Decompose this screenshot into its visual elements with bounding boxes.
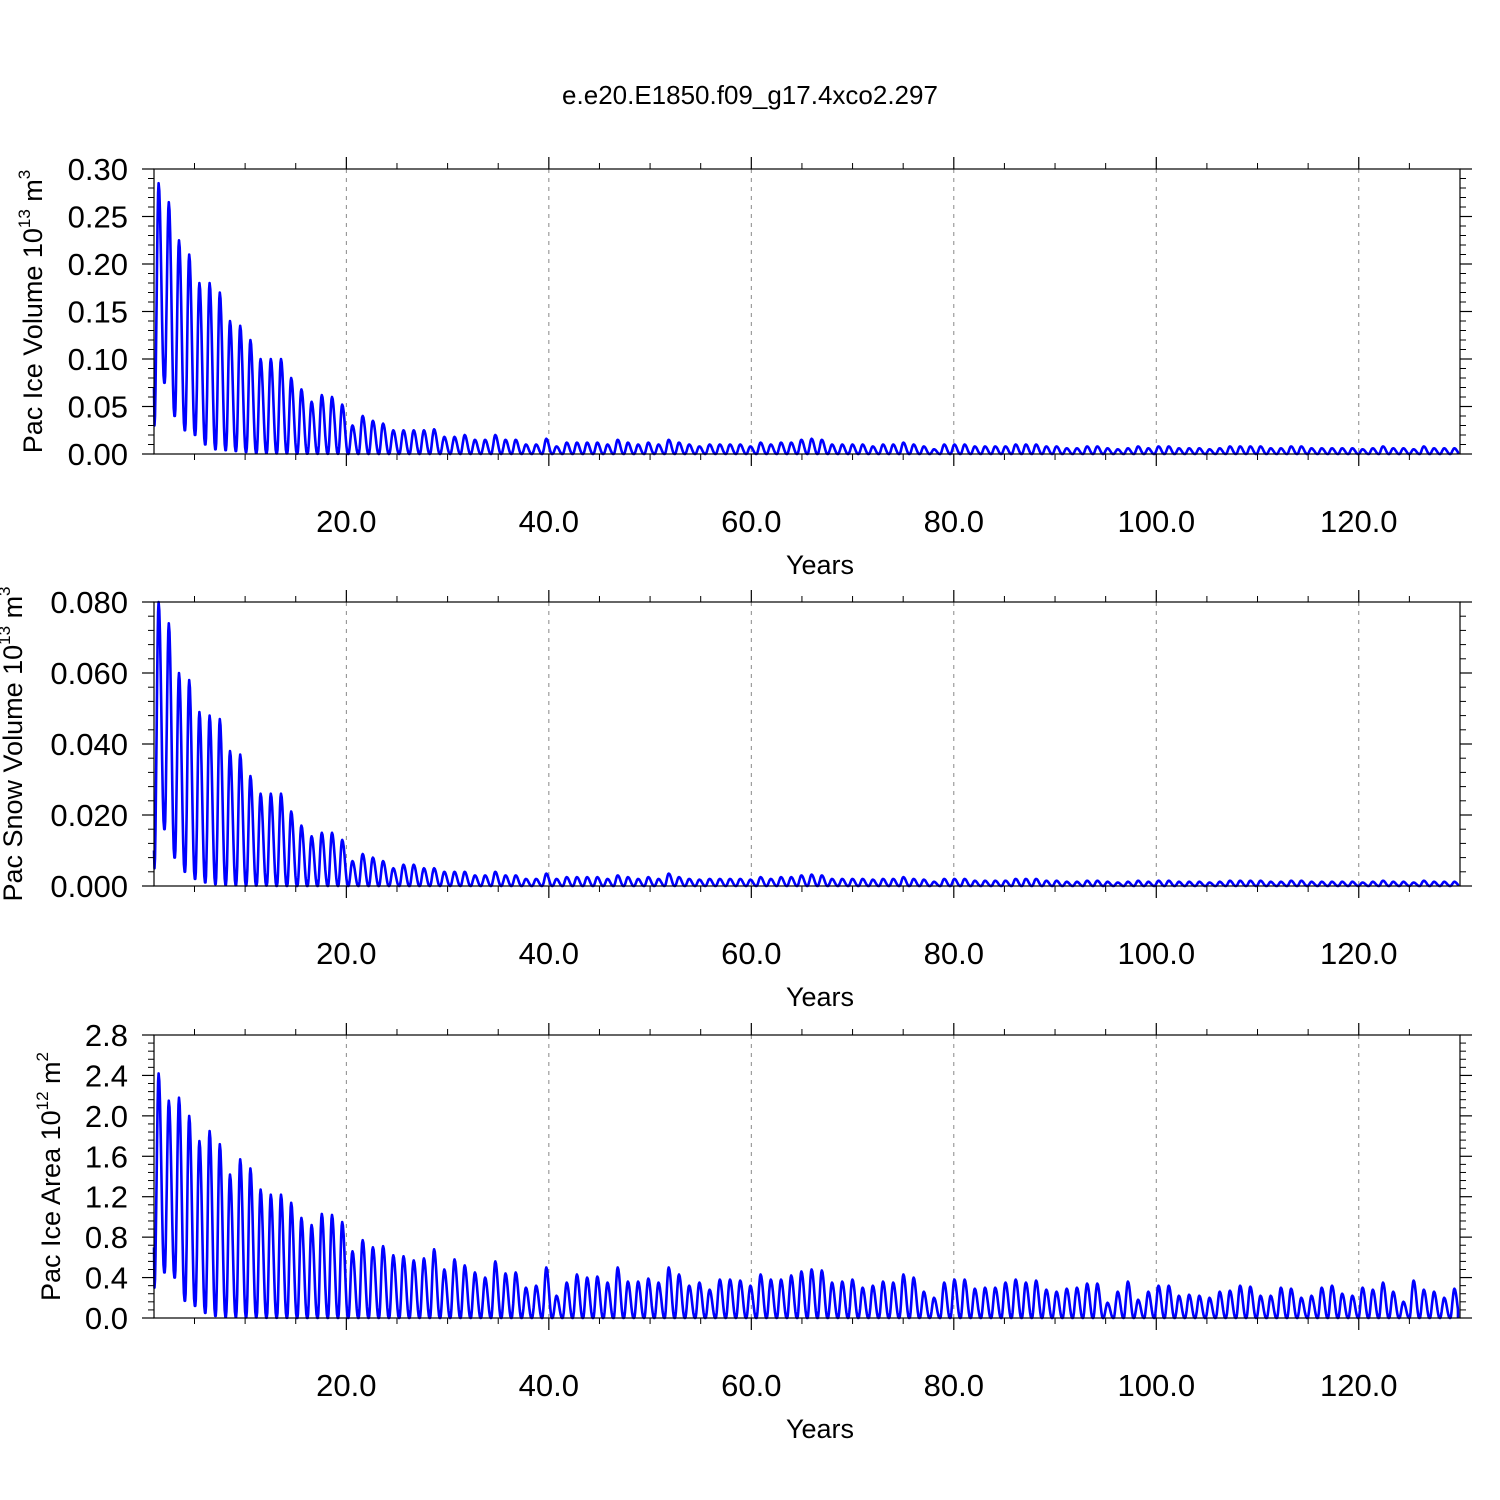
panel-3-plot-frame [153, 1034, 1461, 1319]
panel-1-ytick-label: 0.20 [68, 247, 128, 282]
panel-2-xtick-label: 120.0 [1320, 936, 1398, 971]
panel-3-ytick-label: 0.0 [85, 1301, 128, 1336]
panel-3-ytick-label: 2.0 [85, 1099, 128, 1134]
panel-1-xtick-label: 60.0 [721, 504, 781, 539]
panel-3-ytick-label: 2.8 [85, 1018, 128, 1053]
panel-3-xtick-label: 120.0 [1320, 1368, 1398, 1403]
panel-1-series-line [152, 181, 1460, 456]
chart-title: e.e20.E1850.f09_g17.4xco2.297 [562, 80, 938, 110]
panel-2-xtick-label: 40.0 [519, 936, 579, 971]
panel-1-ytick-label: 0.15 [68, 295, 128, 330]
panel-1-ytick-label: 0.30 [68, 152, 128, 187]
panel-2-xtick-label: 80.0 [924, 936, 984, 971]
panel-1-ytick-label: 0.05 [68, 390, 128, 425]
panel-3-xtick-label: 60.0 [721, 1368, 781, 1403]
panel-1-x-axis-label: Years [786, 550, 854, 580]
panel-3-xtick-label: 40.0 [519, 1368, 579, 1403]
panel-2-y-axis-label: Pac Snow Volume 1013 m3 [0, 586, 28, 901]
panel-3-ytick-label: 1.2 [85, 1180, 128, 1215]
panel-1-xtick-label: 100.0 [1117, 504, 1195, 539]
panel-1-xtick-label: 40.0 [519, 504, 579, 539]
panel-3-ytick-label: 2.4 [85, 1058, 128, 1093]
panel-2-x-axis-label: Years [786, 982, 854, 1012]
panel-1-plot-frame [153, 168, 1461, 455]
panel-2-ytick-label: 0.060 [50, 656, 128, 691]
panel-2-ytick-label: 0.040 [50, 727, 128, 762]
panel-2-plot-frame [153, 601, 1461, 887]
panel-1-ytick-label: 0.25 [68, 200, 128, 235]
panel-2-ytick-label: 0.080 [50, 585, 128, 620]
panel-3-y-axis-label: Pac Ice Area 1012 m2 [33, 1052, 66, 1301]
panel-2-xtick-label: 20.0 [316, 936, 376, 971]
panel-3-ytick-label: 1.6 [85, 1139, 128, 1174]
panel-3-ytick-label: 0.4 [85, 1261, 128, 1296]
panel-2-ytick-label: 0.000 [50, 869, 128, 904]
panel-1-xtick-label: 120.0 [1320, 504, 1398, 539]
panel-1-y-axis-label: Pac Ice Volume 1013 m3 [15, 170, 48, 454]
panel-1-ytick-label: 0.10 [68, 342, 128, 377]
panel-1-xtick-label: 80.0 [924, 504, 984, 539]
panel-3-xtick-label: 80.0 [924, 1368, 984, 1403]
panel-3-xtick-label: 20.0 [316, 1368, 376, 1403]
panel-2-series-line [152, 600, 1460, 888]
panel-1-xtick-label: 20.0 [316, 504, 376, 539]
panel-3-series-line [152, 1072, 1460, 1320]
panel-2-xtick-label: 100.0 [1117, 936, 1195, 971]
panel-1-ytick-label: 0.00 [68, 437, 128, 472]
panel-2-xtick-label: 60.0 [721, 936, 781, 971]
panel-2-ytick-label: 0.020 [50, 798, 128, 833]
panel-3-x-axis-label: Years [786, 1414, 854, 1444]
panel-3-ytick-label: 0.8 [85, 1220, 128, 1255]
panel-3-xtick-label: 100.0 [1117, 1368, 1195, 1403]
